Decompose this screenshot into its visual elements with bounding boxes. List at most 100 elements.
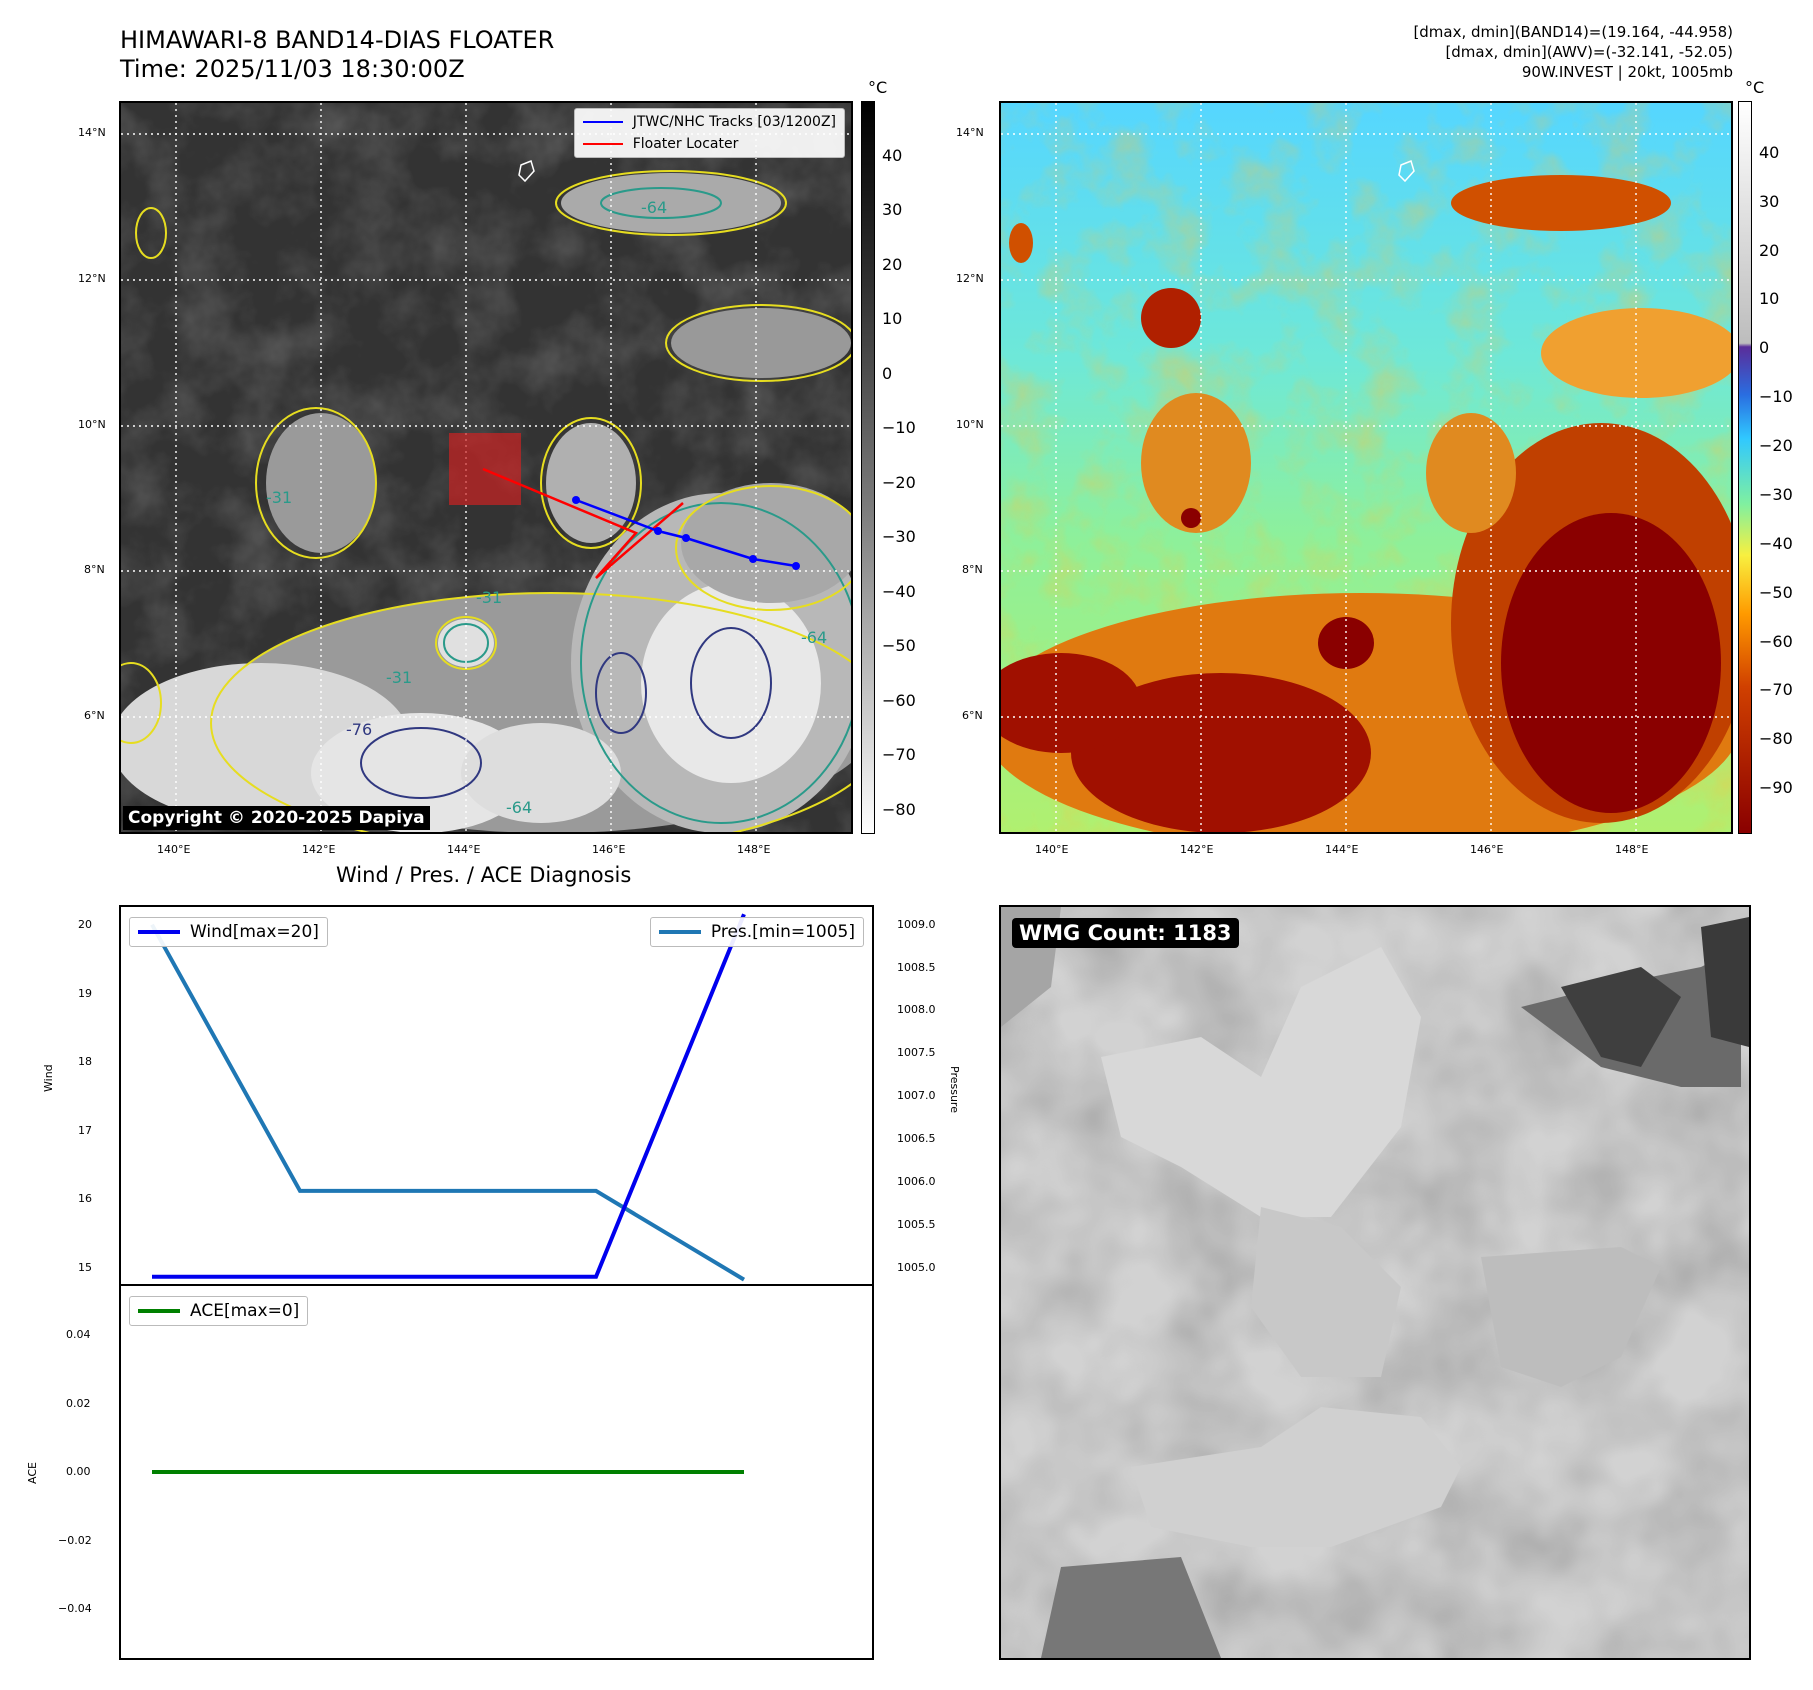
wind-tick: 19 (78, 987, 92, 1000)
pressure-tick: 1008.5 (897, 961, 936, 974)
lon-label: 146°E (592, 843, 626, 856)
ir-gridlines (121, 103, 851, 832)
pressure-tick: 1007.0 (897, 1089, 936, 1102)
pressure-axis-label: Pressure (948, 1066, 961, 1113)
wind-series-line (152, 913, 746, 1279)
colorbar-tick: 20 (882, 255, 903, 274)
colorbar-tick: −40 (882, 582, 916, 601)
track-point (792, 562, 800, 570)
wind-tick: 17 (78, 1124, 92, 1137)
lat-label: 12°N (78, 272, 106, 285)
lat-label: 14°N (78, 126, 106, 139)
wind-tick: 16 (78, 1192, 92, 1205)
ir-cloud-masses (121, 173, 851, 832)
enhanced-map-panel (999, 101, 1733, 834)
pressure-tick: 1006.5 (897, 1132, 936, 1145)
lat-label: 6°N (962, 709, 983, 722)
lon-label: 140°E (1035, 843, 1069, 856)
ace-tick: −0.02 (58, 1534, 92, 1547)
ir-colorbar (861, 101, 875, 834)
pressure-legend-swatch (658, 930, 701, 934)
lat-label: 10°N (78, 418, 106, 431)
track-point (572, 496, 580, 504)
info-awv: [dmax, dmin](AWV)=(-32.141, -52.05) (1445, 43, 1733, 61)
lon-label: 146°E (1470, 843, 1504, 856)
colorbar-tick: −20 (882, 473, 916, 492)
pressure-legend: Pres.[min=1005] (649, 917, 864, 947)
enhanced-colorbar-unit: °C (1745, 78, 1765, 97)
island-outline (1398, 159, 1415, 183)
floater-locater-line (482, 467, 684, 579)
wind-tick: 18 (78, 1055, 92, 1068)
ace-tick: −0.04 (58, 1602, 92, 1615)
pressure-tick: 1009.0 (897, 918, 936, 931)
wind-tick: 15 (78, 1261, 92, 1274)
contour-label: -64 (506, 798, 532, 817)
chart-time: Time: 2025/11/03 18:30:00Z (120, 55, 465, 83)
colorbar-tick: −10 (882, 418, 916, 437)
colorbar-tick: −60 (882, 691, 916, 710)
colorbar-tick: 10 (882, 309, 903, 328)
wind-legend-swatch (138, 930, 180, 934)
colorbar-tick: 40 (882, 146, 903, 165)
info-storm: 90W.INVEST | 20kt, 1005mb (1521, 63, 1733, 81)
chart-title: HIMAWARI-8 BAND14-DIAS FLOATER (120, 26, 555, 54)
lon-label: 140°E (157, 843, 191, 856)
lat-label: 10°N (956, 418, 984, 431)
lon-label: 148°E (1615, 843, 1649, 856)
colorbar-tick: −50 (882, 636, 916, 655)
colorbar-tick: 0 (882, 364, 893, 383)
wind-legend: Wind[max=20] (129, 917, 328, 947)
ir-map-panel: -64 -31 -31 -64 -31 -64 -76 JTWC/NHC Tra… (119, 101, 853, 834)
colorbar-tick: −50 (1759, 583, 1793, 602)
lon-label: 148°E (737, 843, 771, 856)
ace-legend: ACE[max=0] (129, 1296, 309, 1326)
track-point (749, 555, 757, 563)
ir-legend: JTWC/NHC Tracks [03/1200Z] Floater Locat… (573, 108, 845, 158)
colorbar-tick: −30 (1759, 485, 1793, 504)
legend-tracks-swatch (582, 121, 623, 123)
ace-legend-swatch (138, 1309, 180, 1313)
ir-contour-labels: -64 -31 -31 -64 -31 -64 -76 (266, 198, 827, 817)
ace-axis-label: ACE (26, 1462, 39, 1484)
track-point (682, 534, 690, 542)
wmg-panel: WMG Count: 1183 (999, 905, 1751, 1660)
ace-tick: 0.04 (66, 1328, 91, 1341)
contour-label: -76 (346, 720, 372, 739)
lon-label: 142°E (302, 843, 336, 856)
legend-floater: Floater Locater (582, 133, 836, 155)
colorbar-tick: 30 (882, 200, 903, 219)
enhanced-colorbar (1738, 101, 1752, 834)
lat-label: 6°N (84, 709, 105, 722)
lat-label: 12°N (956, 272, 984, 285)
wind-pressure-panel: Wind[max=20] Pres.[min=1005] (119, 905, 874, 1286)
colorbar-tick: 0 (1759, 338, 1770, 357)
pressure-series-line (150, 923, 746, 1282)
colorbar-tick: 10 (1759, 289, 1780, 308)
colorbar-tick: 20 (1759, 241, 1780, 260)
jtwc-track-points (572, 496, 800, 570)
wmg-bright-regions (1001, 907, 1749, 1658)
enhanced-gridlines (1001, 103, 1731, 832)
wind-axis-label: Wind (42, 1064, 55, 1092)
colorbar-tick: −90 (1759, 778, 1793, 797)
pressure-tick: 1005.5 (897, 1218, 936, 1231)
colorbar-tick: −30 (882, 527, 916, 546)
legend-floater-swatch (582, 143, 623, 145)
pressure-tick: 1007.5 (897, 1046, 936, 1059)
colorbar-tick: −80 (882, 800, 916, 819)
colorbar-tick: −80 (1759, 729, 1793, 748)
pressure-tick: 1005.0 (897, 1261, 936, 1274)
lat-label: 8°N (962, 563, 983, 576)
lon-label: 144°E (1325, 843, 1359, 856)
ace-tick: 0.02 (66, 1397, 91, 1410)
lat-label: 14°N (956, 126, 984, 139)
track-point (654, 527, 662, 535)
contour-label: -31 (266, 488, 292, 507)
colorbar-tick: 40 (1759, 143, 1780, 162)
diagnosis-title: Wind / Pres. / ACE Diagnosis (336, 863, 632, 887)
ace-tick: 0.00 (66, 1465, 91, 1478)
wmg-count-label: WMG Count: 1183 (1012, 918, 1239, 948)
colorbar-tick: −70 (882, 745, 916, 764)
pressure-tick: 1008.0 (897, 1003, 936, 1016)
